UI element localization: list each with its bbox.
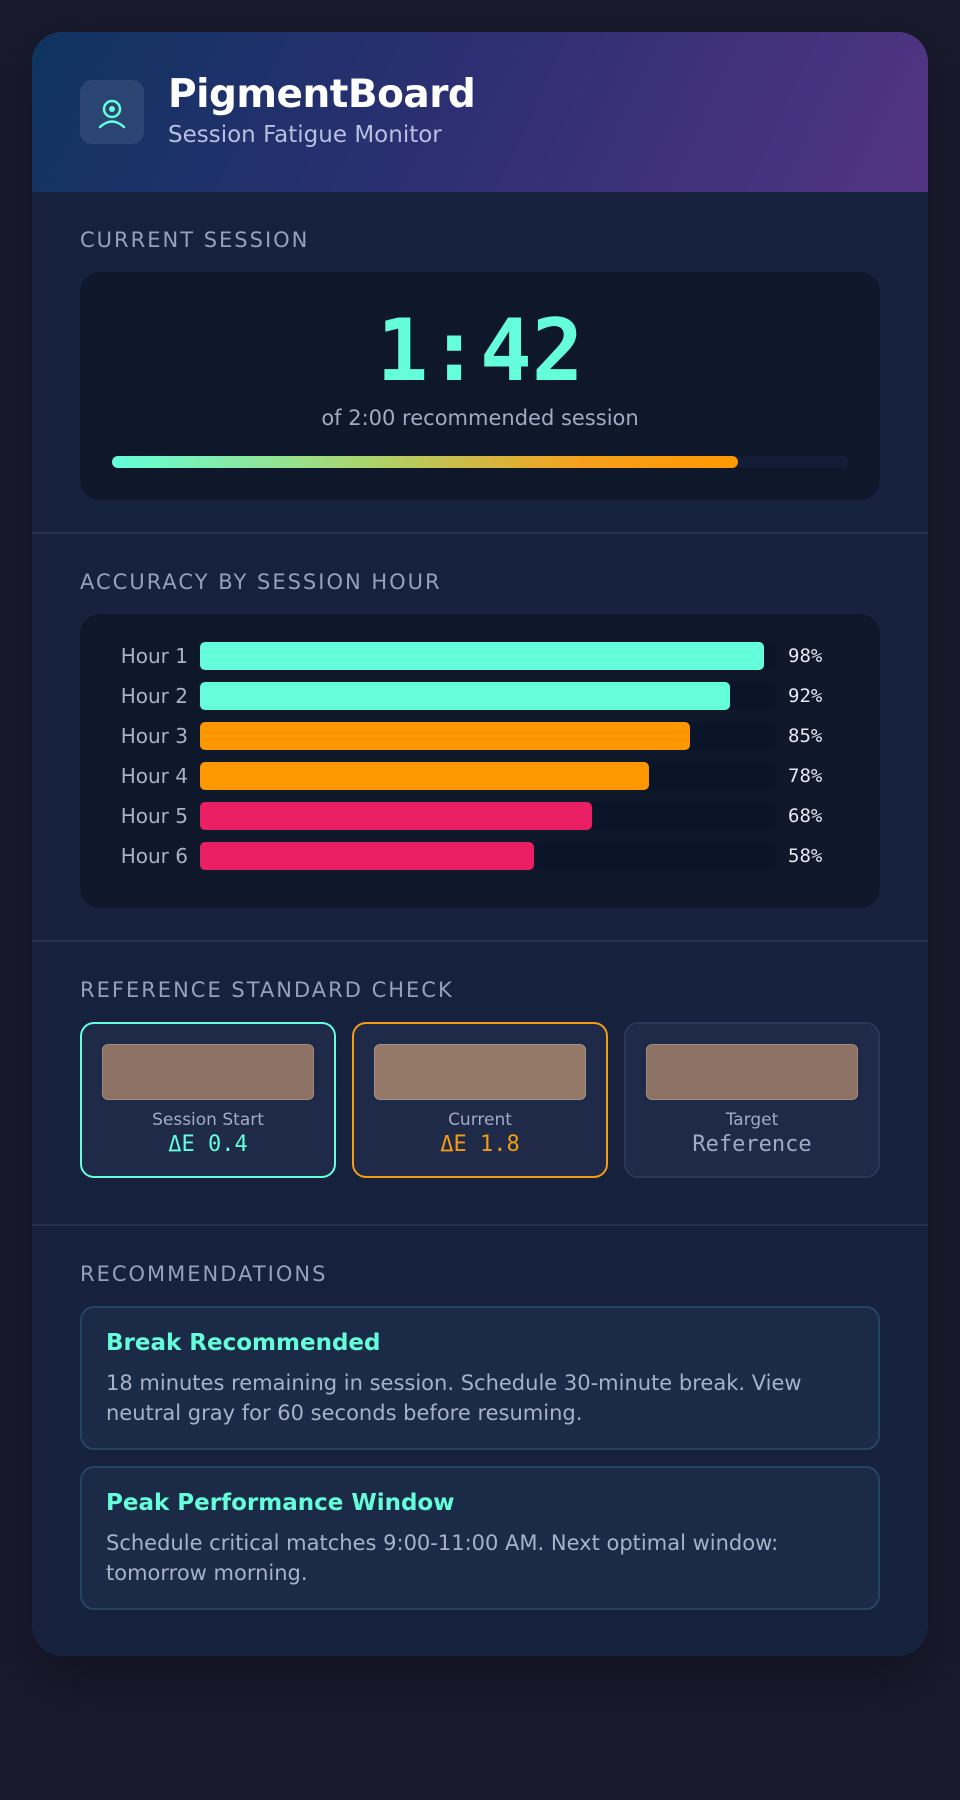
- accuracy-bar: [200, 762, 650, 790]
- recommendation-title: Break Recommended: [106, 1330, 381, 1356]
- swatch-reference: Reference: [692, 1132, 812, 1157]
- swatch-row: Session Start ΔE 0.4 Current ΔE 1.8 Targ…: [80, 1022, 880, 1178]
- bar-value: 58%: [788, 845, 823, 867]
- accuracy-chart: Hour 1 98% Hour 2 92% Hour 3 85% Hour 4 78% Hour…: [80, 614, 880, 908]
- recommendation-card-peak-window: Peak Performance Window Schedule critica…: [80, 1466, 880, 1610]
- bar-track: [200, 682, 776, 710]
- color-swatch: [102, 1044, 314, 1100]
- bar-track: [200, 722, 776, 750]
- section-label: RECOMMENDATIONS: [80, 1262, 328, 1286]
- accuracy-bar: [200, 842, 535, 870]
- session-progress-fill: [112, 456, 738, 468]
- session-timer-panel: 1:42 of 2:00 recommended session: [80, 272, 880, 500]
- divider: [32, 1224, 928, 1226]
- bar-value: 68%: [788, 805, 823, 827]
- accuracy-bar: [200, 802, 592, 830]
- bar-value: 85%: [788, 725, 823, 747]
- reference-check-section: REFERENCE STANDARD CHECK Session Start Δ…: [32, 942, 928, 1224]
- swatch-label: Target: [725, 1110, 779, 1130]
- bar-value: 78%: [788, 765, 823, 787]
- bar-label: Hour 2: [120, 684, 188, 708]
- accuracy-bar: [200, 722, 690, 750]
- recommendation-body: 18 minutes remaining in session. Schedul…: [106, 1371, 802, 1425]
- bar-label: Hour 4: [120, 764, 188, 788]
- bar-label: Hour 5: [120, 804, 188, 828]
- recommendation-title: Peak Performance Window: [106, 1490, 455, 1516]
- bar-value: 98%: [788, 645, 823, 667]
- bar-track: [200, 762, 776, 790]
- bar-track: [200, 842, 776, 870]
- accuracy-bar: [200, 682, 730, 710]
- bar-value: 92%: [788, 685, 823, 707]
- recommendation-body: Schedule critical matches 9:00-11:00 AM.…: [106, 1531, 779, 1585]
- divider: [32, 940, 928, 942]
- accuracy-bar-row: Hour 4 78%: [80, 762, 880, 790]
- recommendations-section: RECOMMENDATIONS Break Recommended 18 min…: [32, 1226, 928, 1610]
- bar-label: Hour 3: [120, 724, 188, 748]
- session-caption: of 2:00 recommended session: [321, 406, 639, 430]
- swatch-delta-e: ΔE 1.8: [440, 1132, 520, 1157]
- bar-track: [200, 642, 776, 670]
- accuracy-bar-row: Hour 6 58%: [80, 842, 880, 870]
- accuracy-bar-row: Hour 1 98%: [80, 642, 880, 670]
- app-header: PigmentBoard Session Fatigue Monitor: [32, 32, 928, 192]
- section-label: REFERENCE STANDARD CHECK: [80, 978, 454, 1002]
- accuracy-bar-row: Hour 5 68%: [80, 802, 880, 830]
- bar-label: Hour 6: [120, 844, 188, 868]
- swatch-card-target: Target Reference: [624, 1022, 880, 1178]
- recommendation-card-break: Break Recommended 18 minutes remaining i…: [80, 1306, 880, 1450]
- fatigue-monitor-card: PigmentBoard Session Fatigue Monitor CUR…: [32, 32, 928, 1656]
- swatch-delta-e: ΔE 0.4: [168, 1132, 248, 1157]
- bar-track: [200, 802, 776, 830]
- session-timer: 1:42: [376, 301, 584, 401]
- color-swatch: [646, 1044, 858, 1100]
- accuracy-bar-row: Hour 3 85%: [80, 722, 880, 750]
- eye-icon: [80, 80, 144, 144]
- color-swatch: [374, 1044, 586, 1100]
- accuracy-section: ACCURACY BY SESSION HOUR Hour 1 98% Hour 2…: [32, 534, 928, 940]
- swatch-label: Current: [448, 1110, 512, 1130]
- app-title: PigmentBoard: [168, 72, 476, 117]
- swatch-card-session-start: Session Start ΔE 0.4: [80, 1022, 336, 1178]
- accuracy-bar: [200, 642, 765, 670]
- divider: [32, 532, 928, 534]
- swatch-label: Session Start: [152, 1110, 264, 1130]
- swatch-card-current: Current ΔE 1.8: [352, 1022, 608, 1178]
- section-label: ACCURACY BY SESSION HOUR: [80, 570, 442, 594]
- section-label: CURRENT SESSION: [80, 228, 310, 252]
- session-progress-bar: [112, 456, 848, 468]
- bar-label: Hour 1: [120, 644, 188, 668]
- app-subtitle: Session Fatigue Monitor: [168, 122, 442, 148]
- accuracy-bar-row: Hour 2 92%: [80, 682, 880, 710]
- current-session-section: CURRENT SESSION 1:42 of 2:00 recommended…: [32, 192, 928, 532]
